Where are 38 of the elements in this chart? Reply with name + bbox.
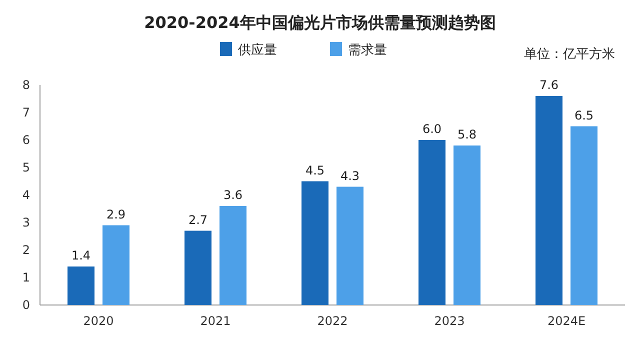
data-label: 4.3 — [340, 168, 360, 183]
bar — [570, 126, 598, 305]
legend-label: 供应量 — [238, 42, 277, 58]
x-tick-label: 2021 — [200, 314, 231, 328]
y-tick-label: 4 — [22, 188, 30, 202]
data-label: 1.4 — [71, 248, 91, 262]
chart-title: 2020-2024年中国偏光片市场供需量预测趋势图 — [144, 13, 496, 32]
bar — [68, 266, 94, 305]
bar — [336, 186, 364, 305]
y-tick-label: 6 — [22, 133, 30, 147]
bar — [102, 225, 130, 305]
x-tick-label: 2023 — [434, 314, 465, 328]
data-label: 7.6 — [539, 78, 559, 92]
data-label: 2.7 — [188, 212, 208, 227]
y-tick-label: 3 — [22, 216, 30, 230]
y-tick-label: 1 — [22, 270, 30, 284]
data-label: 2.9 — [106, 207, 126, 222]
y-tick-label: 2 — [22, 243, 30, 257]
x-tick-label: 2024E — [547, 314, 586, 328]
bar — [454, 146, 480, 305]
data-label: 6.5 — [574, 108, 594, 122]
x-tick-label: 2020 — [83, 314, 114, 328]
bar — [220, 206, 246, 305]
data-label: 3.6 — [223, 188, 243, 202]
legend-label: 需求量 — [348, 43, 387, 58]
y-tick-label: 7 — [22, 106, 30, 120]
y-tick-label: 0 — [22, 298, 30, 312]
data-label: 6.0 — [422, 122, 442, 136]
bar — [184, 230, 212, 305]
x-tick-label: 2022 — [317, 314, 348, 328]
data-label: 4.5 — [305, 163, 325, 178]
bar — [418, 140, 446, 305]
text: 单位：亿平方米 — [524, 46, 615, 62]
y-tick-label: 5 — [22, 160, 30, 174]
data-label: 5.8 — [457, 128, 477, 142]
y-tick-label: 8 — [22, 78, 30, 92]
bar — [302, 181, 328, 305]
bar — [536, 96, 562, 305]
